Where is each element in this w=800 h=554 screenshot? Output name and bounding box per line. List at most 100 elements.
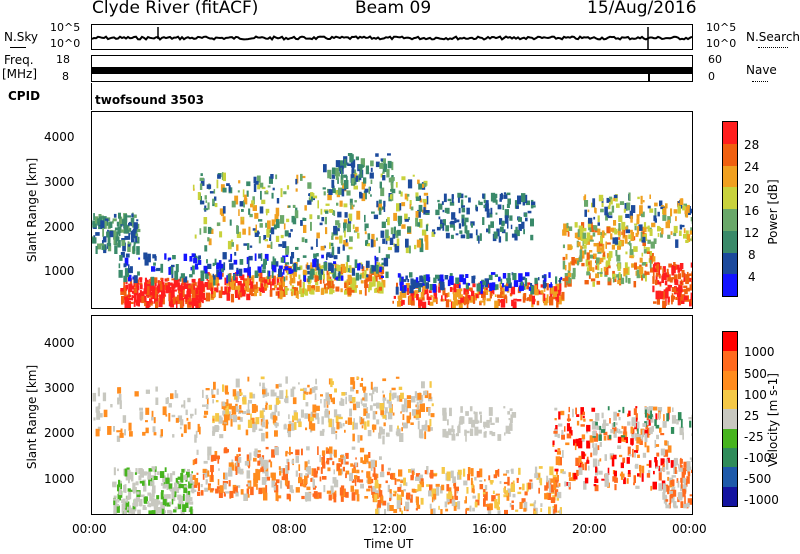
vel-cbar-swatch-0 [723, 486, 737, 506]
velocity-cell-1411 [380, 408, 384, 416]
xtick-0: 00:00 [72, 522, 107, 536]
velocity-cell-1708 [679, 426, 684, 436]
nave-tick-top: 60 [708, 53, 722, 66]
power-cell-1569 [132, 228, 136, 238]
power-cell-108 [128, 289, 131, 298]
velocity-cell-1075 [603, 431, 608, 436]
power-cell-1581 [98, 214, 102, 217]
velocity-cell-1589 [421, 424, 426, 431]
power-cell-1890 [410, 206, 414, 211]
velocity-cell-1664 [473, 420, 477, 424]
velocity-cell-836 [620, 435, 625, 442]
power-cell-1626 [269, 234, 272, 241]
velocity-cell-374 [295, 449, 300, 456]
power-cell-368 [269, 275, 272, 279]
velocity-cell-908 [644, 439, 647, 448]
velocity-cell-239 [342, 466, 345, 472]
velocity-cell-1475 [300, 388, 304, 391]
power-cell-401 [277, 282, 282, 286]
velocity-cell-583 [507, 476, 510, 486]
velocity-cell-1180 [363, 408, 368, 416]
power-cell-782 [201, 271, 205, 279]
power-cell-1524 [132, 214, 137, 218]
power-cell-163 [202, 299, 204, 304]
power-cell-1723 [208, 238, 212, 246]
power-cell-2259 [684, 210, 688, 215]
velocity-cell-1377 [319, 430, 325, 436]
power-cell-824 [427, 296, 432, 301]
velocity-cell-122 [113, 495, 117, 499]
power-cell-1332 [601, 243, 605, 253]
power-cell-1243 [611, 244, 615, 250]
power-cell-395 [250, 281, 254, 289]
power-cell-1424 [658, 266, 660, 275]
velocity-ytick-4000: 4000 [44, 336, 75, 350]
velocity-cell-686 [549, 466, 554, 476]
velocity-cell-1676 [477, 429, 482, 434]
velocity-cell-299 [367, 461, 369, 464]
power-cell-1891 [265, 190, 268, 193]
power-cell-1906 [310, 192, 314, 199]
power-cell-612 [319, 269, 324, 275]
power-cell-1720 [381, 206, 385, 210]
velocity-cell-319 [236, 459, 240, 469]
velocity-cell-1699 [627, 421, 631, 426]
power-cell-2032 [440, 219, 443, 229]
power-cell-1079 [435, 274, 440, 279]
velocity-cell-212 [133, 498, 138, 507]
power-cell-1999 [468, 197, 471, 203]
velocity-cell-1580 [324, 408, 329, 413]
velocity-cell-698 [416, 496, 419, 506]
power-cell-349 [216, 284, 219, 289]
power-cell-274 [256, 286, 259, 293]
power-cell-1260 [642, 226, 647, 233]
velocity-cell-1626 [477, 420, 480, 424]
velocity-cell-1598 [237, 416, 241, 420]
power-cell-1131 [476, 283, 481, 292]
velocity-cell-1501 [259, 382, 261, 387]
power-cell-1501 [114, 245, 118, 254]
velocity-cell-208 [168, 483, 173, 489]
power-cell-1637 [390, 227, 394, 235]
power-cell-675 [374, 259, 377, 268]
velocity-cell-1169 [128, 422, 132, 431]
velocity-cell-1061 [630, 438, 634, 445]
power-cell-1696 [227, 240, 232, 250]
velocity-cell-858 [635, 413, 638, 420]
power-cell-174 [139, 284, 143, 290]
velocity-cell-637 [454, 486, 459, 492]
velocity-cell-1195 [352, 403, 357, 411]
velocity-cell-1356 [344, 429, 346, 433]
power-cell-1951 [392, 234, 396, 239]
velocity-cell-1037 [575, 407, 577, 415]
power-cell-2022 [518, 224, 522, 231]
power-cell-2157 [601, 202, 604, 207]
power-cell-2080 [499, 193, 503, 200]
power-cell-984 [557, 289, 561, 295]
velocity-cell-1054 [555, 456, 561, 466]
velocity-panel [91, 315, 693, 515]
velocity-cell-1671 [442, 428, 447, 438]
velocity-cell-807 [394, 491, 397, 494]
velocity-cell-1381 [107, 426, 112, 435]
power-cell-2116 [483, 199, 486, 204]
power-cell-1482 [671, 293, 674, 302]
power-cell-2180 [595, 225, 598, 231]
power-cell-396 [264, 279, 268, 284]
power-cell-1127 [544, 282, 547, 287]
power-cell-1286 [592, 232, 596, 237]
power-cell-2344 [335, 171, 339, 180]
velocity-cell-1145 [662, 486, 667, 493]
power-cell-1309 [577, 241, 581, 247]
velocity-cell-980 [558, 483, 561, 487]
power-cell-1601 [102, 228, 104, 237]
power-cell-15 [169, 286, 172, 296]
velocity-cell-392 [238, 447, 241, 452]
power-cell-1440 [690, 262, 692, 268]
power-cell-735 [118, 263, 121, 269]
velocity-cell-458 [289, 485, 293, 493]
power-cell-2166 [646, 226, 649, 229]
power-cell-726 [318, 268, 321, 275]
power-cell-1973 [378, 246, 381, 253]
velocity-cell-231 [210, 454, 214, 462]
